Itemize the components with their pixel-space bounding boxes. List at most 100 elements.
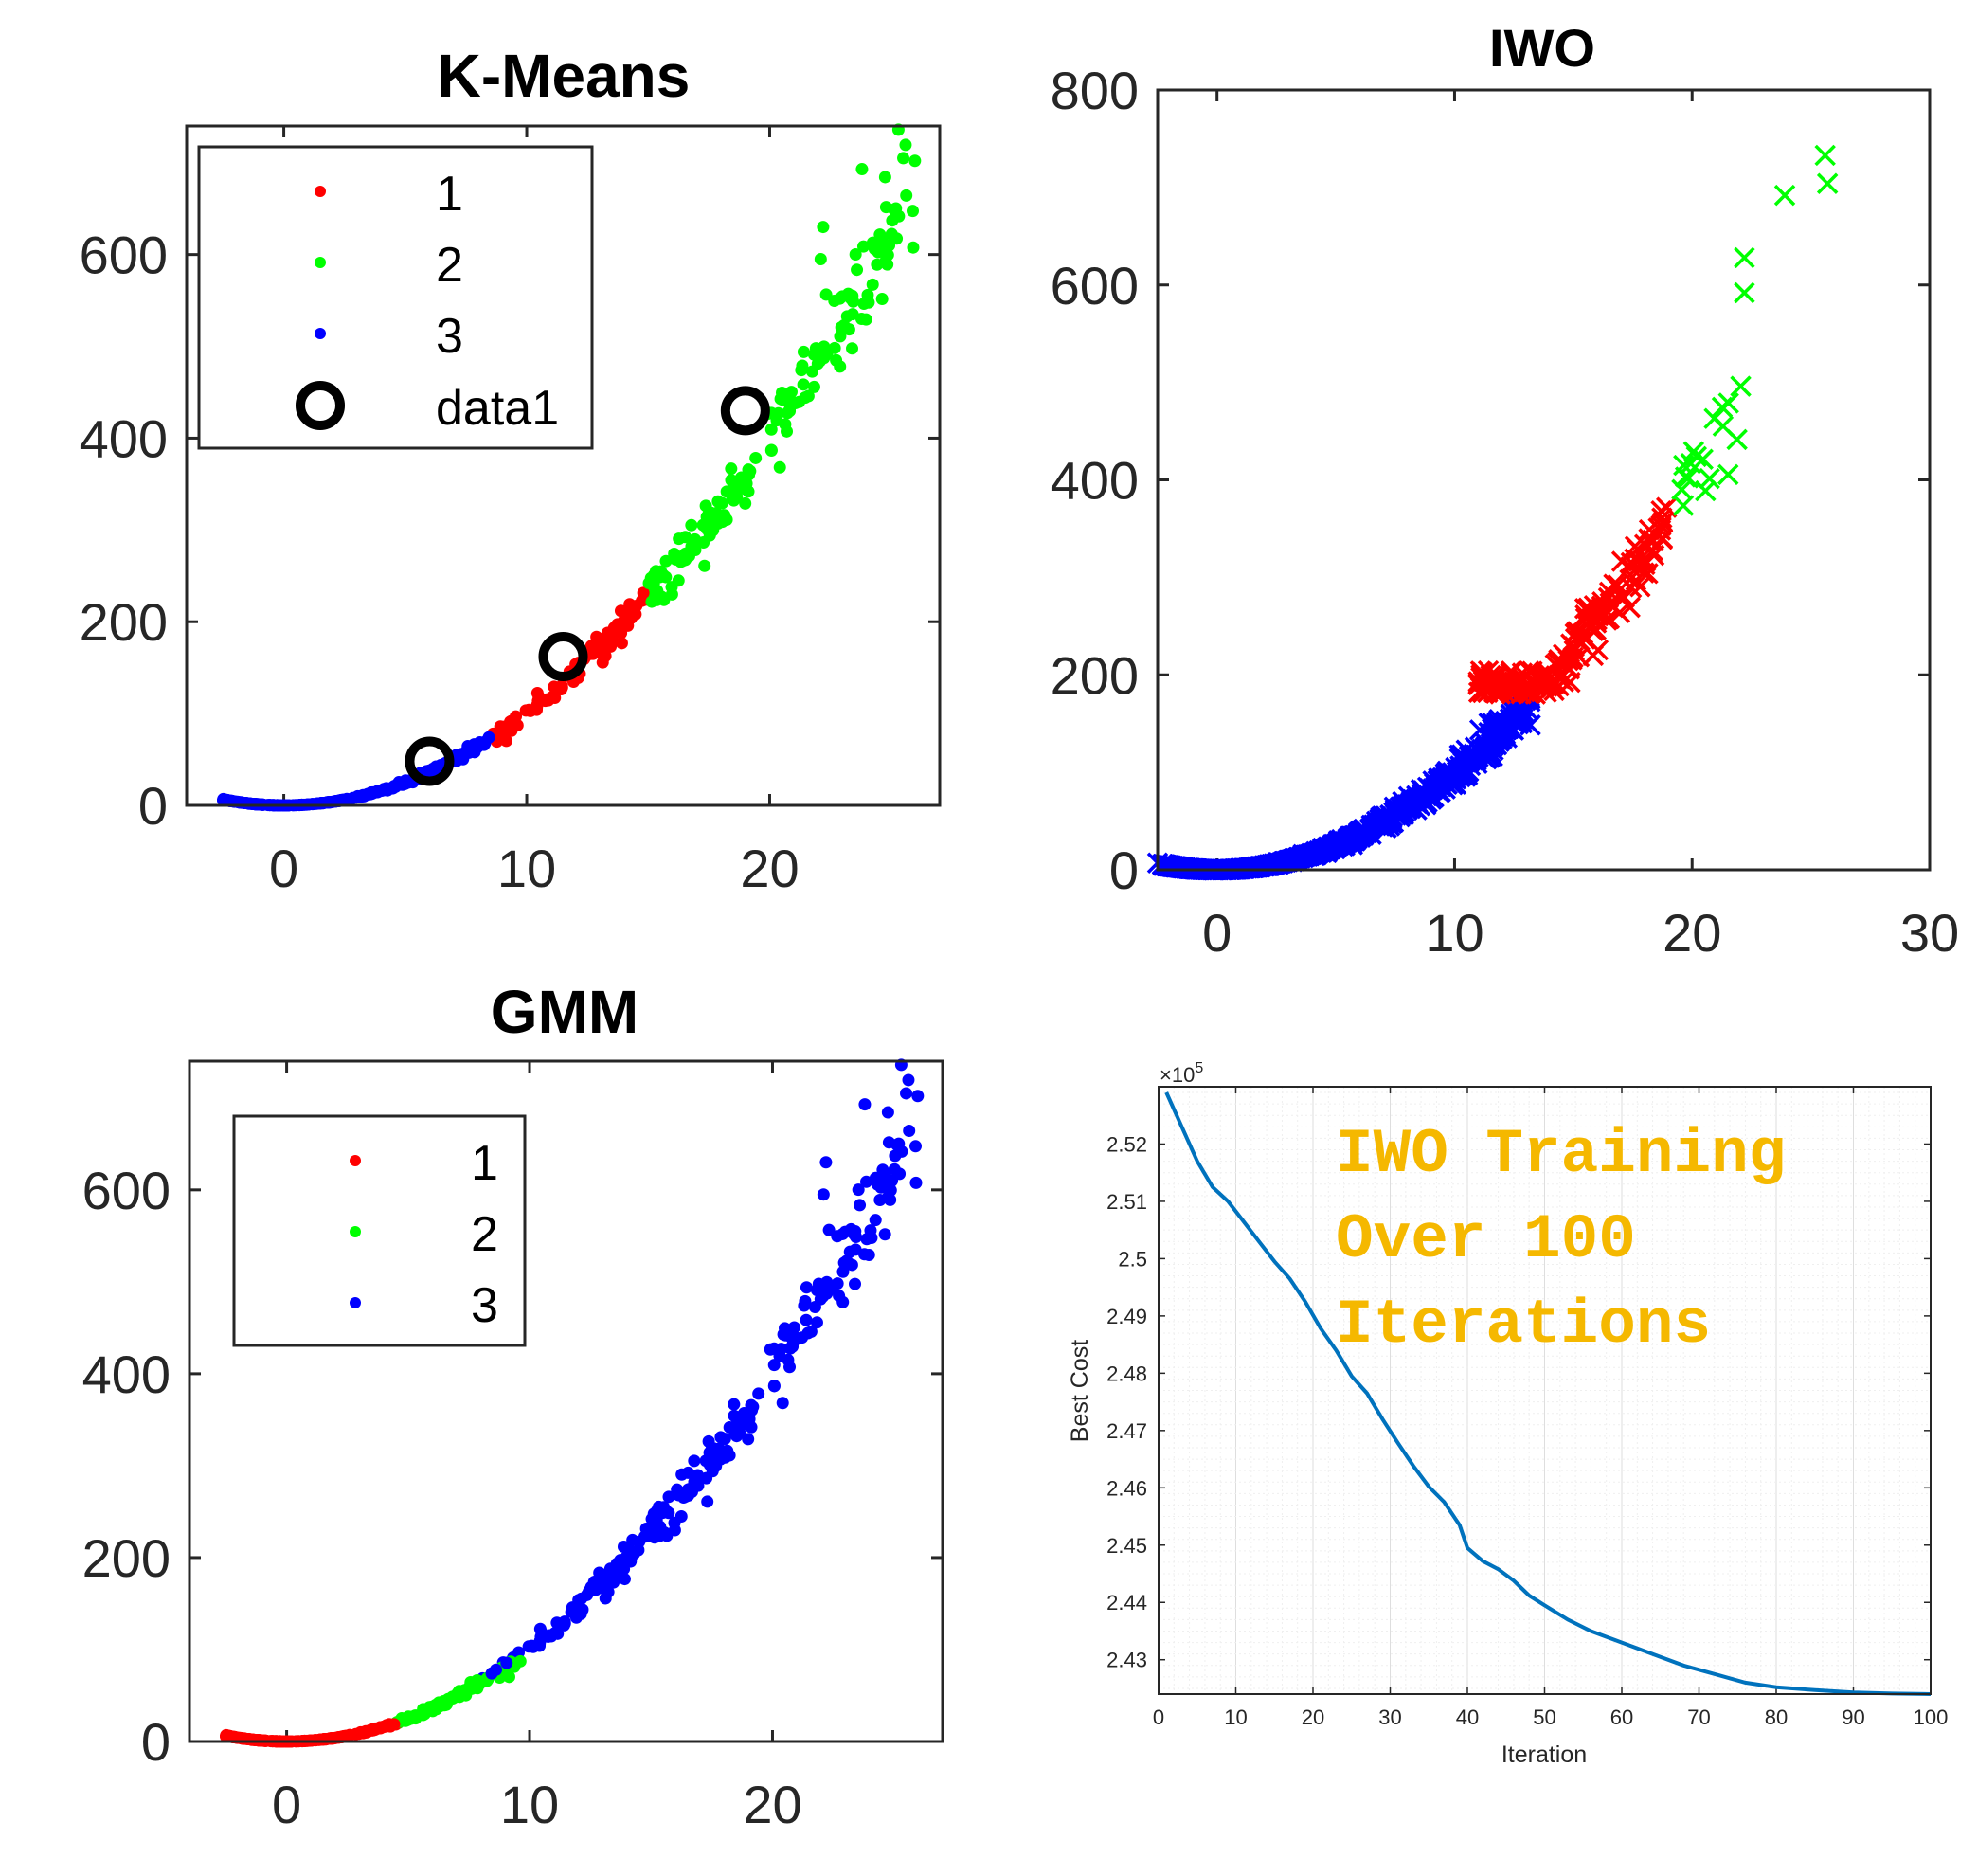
training-y-tick-label: 2.43 xyxy=(1106,1649,1147,1672)
kmeans-legend-marker-3 xyxy=(315,328,326,339)
kmeans-point xyxy=(849,247,862,261)
gmm-point xyxy=(909,1140,923,1153)
training-x-tick-label: 40 xyxy=(1456,1705,1479,1729)
iwo-point xyxy=(1536,681,1557,703)
gmm-y-tick-label: 200 xyxy=(82,1528,171,1588)
gmm-x-tick-label: 10 xyxy=(500,1775,559,1834)
kmeans-point xyxy=(511,718,524,731)
gmm-point xyxy=(800,1281,813,1294)
gmm-point xyxy=(313,1733,326,1746)
iwo-point xyxy=(1482,745,1503,767)
kmeans-centroid xyxy=(720,386,770,436)
training-panel: 0 10 20 30 40 50 60 70 80 90 100 2.43 2.44 2.45 2.46 2.… xyxy=(1067,1060,1948,1768)
iwo-panel: IWO 0 10 20 30 0 200 400 600 800 xyxy=(1051,18,1960,963)
kmeans-point xyxy=(615,637,628,650)
kmeans-point xyxy=(866,278,879,291)
training-y-tick-label: 2.47 xyxy=(1106,1419,1147,1443)
iwo-point xyxy=(1692,448,1714,471)
gmm-point xyxy=(340,1729,353,1742)
gmm-point xyxy=(909,1176,923,1189)
iwo-title: IWO xyxy=(1489,18,1595,78)
gmm-point xyxy=(878,1228,891,1241)
gmm-point xyxy=(405,1711,418,1724)
kmeans-point xyxy=(881,258,894,271)
kmeans-point xyxy=(879,201,892,214)
gmm-point xyxy=(745,1398,758,1412)
kmeans-axes-box xyxy=(185,124,942,807)
kmeans-point xyxy=(530,686,544,699)
iwo-point xyxy=(1814,144,1836,167)
kmeans-point xyxy=(337,793,351,806)
gmm-point xyxy=(800,1313,813,1326)
iwo-point xyxy=(1773,184,1796,207)
kmeans-x-tick-label: 20 xyxy=(740,839,799,898)
kmeans-point xyxy=(907,205,920,218)
iwo-point xyxy=(1290,846,1312,869)
gmm-point xyxy=(854,1199,867,1212)
kmeans-point xyxy=(797,378,810,391)
kmeans-point xyxy=(908,154,922,168)
gmm-point xyxy=(380,1719,393,1732)
gmm-legend-box xyxy=(232,1114,527,1347)
kmeans-point xyxy=(555,681,568,694)
kmeans-point xyxy=(377,783,390,796)
training-cost-line xyxy=(1164,1091,1932,1696)
kmeans-legend: 1 2 3 data1 xyxy=(197,145,594,450)
iwo-x-tick-label: 0 xyxy=(1202,903,1232,963)
gmm-legend-marker-3 xyxy=(350,1297,361,1308)
kmeans-point xyxy=(817,221,830,234)
kmeans-point xyxy=(886,214,899,227)
kmeans-point xyxy=(781,406,794,420)
kmeans-point xyxy=(596,656,609,669)
kmeans-legend-marker-data1 xyxy=(296,381,345,430)
iwo-point xyxy=(1248,856,1269,878)
training-x-axis-label: Iteration xyxy=(1501,1741,1587,1768)
kmeans-point xyxy=(861,288,874,301)
training-x-tick-label: 50 xyxy=(1533,1705,1555,1729)
gmm-y-tick-label: 600 xyxy=(82,1161,171,1220)
kmeans-point xyxy=(907,241,920,254)
kmeans-point xyxy=(819,288,833,301)
gmm-point xyxy=(250,1733,263,1746)
kmeans-point xyxy=(782,395,795,408)
iwo-point xyxy=(1703,407,1725,429)
gmm-point xyxy=(656,1506,670,1520)
gmm-point xyxy=(701,1495,714,1508)
kmeans-point xyxy=(675,554,689,568)
gmm-point xyxy=(799,1294,812,1308)
kmeans-point xyxy=(659,554,673,568)
kmeans-point xyxy=(779,418,792,431)
gmm-point xyxy=(810,1316,823,1329)
gmm-point xyxy=(804,1325,818,1338)
iwo-point xyxy=(1160,856,1181,877)
kmeans-point xyxy=(322,796,335,809)
gmm-point xyxy=(357,1725,370,1739)
gmm-point xyxy=(873,1193,887,1206)
iwo-point xyxy=(1275,851,1297,873)
gmm-point xyxy=(881,1106,894,1119)
iwo-point xyxy=(1325,837,1347,859)
gmm-point xyxy=(888,1163,901,1176)
gmm-y-tick-label: 400 xyxy=(82,1344,171,1404)
kmeans-point xyxy=(851,263,864,277)
kmeans-point xyxy=(842,323,855,336)
kmeans-point xyxy=(247,797,261,810)
kmeans-point xyxy=(846,342,859,355)
gmm-point xyxy=(618,1573,631,1586)
kmeans-point xyxy=(814,252,827,265)
training-annotation-line-3: Iterations xyxy=(1336,1290,1711,1361)
gmm-x-tick-label: 20 xyxy=(743,1775,801,1834)
kmeans-point xyxy=(699,499,712,513)
kmeans-title: K-Means xyxy=(438,42,691,110)
gmm-point xyxy=(558,1616,571,1630)
kmeans-point xyxy=(828,341,841,354)
gmm-point xyxy=(668,1524,681,1537)
gmm-point xyxy=(583,1584,596,1597)
kmeans-y-tick-label: 600 xyxy=(80,225,168,285)
gmm-point xyxy=(239,1732,252,1745)
training-y-tick-label: 2.48 xyxy=(1106,1362,1147,1385)
kmeans-legend-marker-1 xyxy=(315,186,326,197)
gmm-point xyxy=(742,1433,755,1446)
gmm-point xyxy=(639,1523,653,1536)
gmm-point xyxy=(623,1545,637,1559)
